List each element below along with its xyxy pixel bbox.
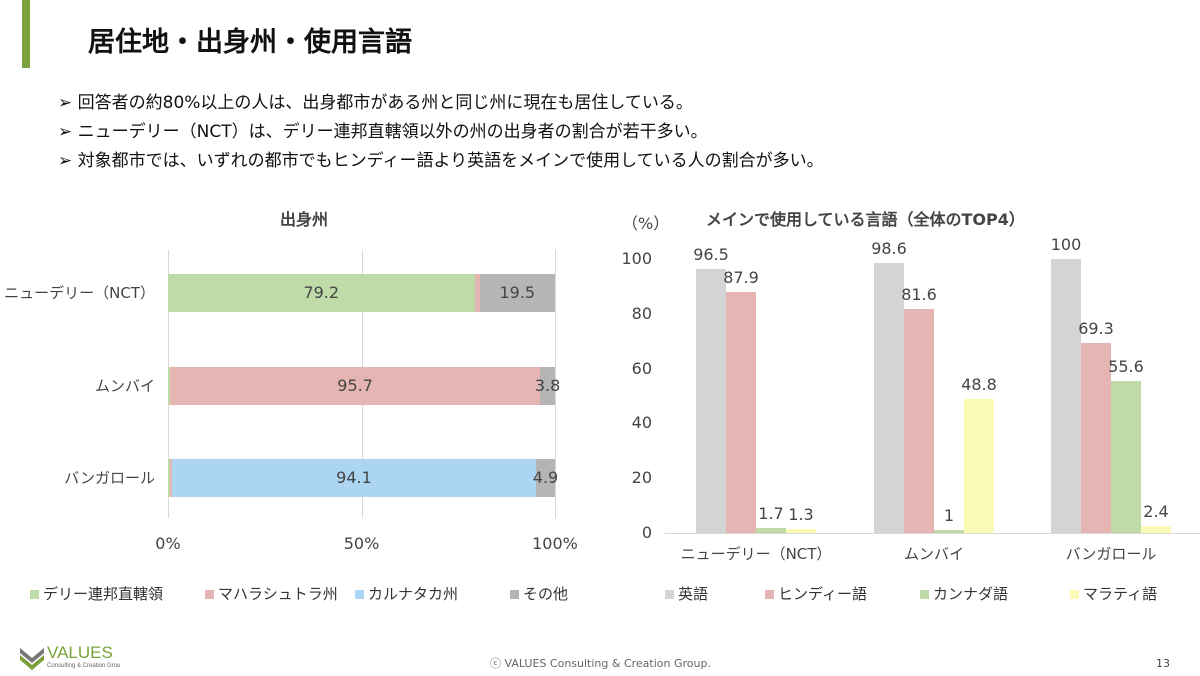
bar bbox=[1051, 259, 1081, 533]
bar-segment bbox=[169, 367, 541, 405]
data-label: 95.7 bbox=[337, 376, 373, 395]
data-label: 1 bbox=[943, 506, 955, 526]
y-tick-label: 60 bbox=[631, 358, 652, 378]
category-label: ニューデリー（NCT） bbox=[4, 284, 155, 302]
legend-item: その他 bbox=[510, 583, 568, 604]
bar bbox=[1081, 343, 1111, 533]
bullet-3: ➢ 対象都市では、いずれの都市でもヒンディー語より英語をメインで使用している人の… bbox=[58, 151, 824, 171]
x-tick-label: 0% bbox=[155, 534, 181, 553]
legend-swatch bbox=[765, 590, 774, 599]
bar-segment bbox=[168, 274, 475, 312]
bar-segment bbox=[169, 459, 172, 497]
legend-item: ヒンディー語 bbox=[765, 583, 867, 604]
legend-swatch bbox=[355, 590, 364, 599]
bar bbox=[756, 528, 786, 533]
legend-label: カルナタカ州 bbox=[368, 585, 459, 603]
bar-segment bbox=[536, 459, 555, 497]
bar-segment bbox=[479, 274, 555, 312]
data-label: 2.4 bbox=[1143, 502, 1169, 522]
svg-text:Consulting & Creation Group: Consulting & Creation Group bbox=[47, 663, 120, 669]
legend-label: カンナダ語 bbox=[933, 585, 1009, 603]
right-chart-title: メインで使用している言語（全体のTOP4） bbox=[706, 210, 1025, 229]
bar bbox=[696, 268, 726, 533]
x-tick-label: 100% bbox=[532, 534, 578, 553]
legend-item: デリー連邦直轄領 bbox=[30, 583, 163, 604]
legend-swatch bbox=[920, 590, 929, 599]
left-chart-title: 出身州 bbox=[280, 210, 329, 229]
category-label: ニューデリー（NCT） bbox=[680, 545, 832, 563]
data-label: 19.5 bbox=[499, 283, 536, 302]
bar bbox=[1111, 380, 1141, 533]
x-tick-label: 50% bbox=[343, 534, 380, 553]
bar bbox=[1141, 526, 1171, 533]
bar bbox=[726, 292, 756, 533]
legend-label: マラティ語 bbox=[1083, 585, 1158, 603]
y-axis-unit: （%） bbox=[622, 214, 670, 233]
copyright: ⓒ VALUES Consulting & Creation Group. bbox=[490, 657, 711, 670]
bar bbox=[964, 399, 994, 533]
y-tick-label: 100 bbox=[621, 249, 652, 268]
data-label: 100 bbox=[1050, 235, 1082, 254]
bar bbox=[786, 529, 816, 533]
gridline bbox=[665, 533, 1200, 534]
legend-item: 英語 bbox=[665, 583, 708, 604]
page-title: 居住地・出身州・使用言語 bbox=[88, 27, 412, 58]
data-label: 98.6 bbox=[871, 238, 907, 258]
bar-segment bbox=[540, 367, 555, 405]
data-label: 4.9 bbox=[532, 468, 559, 487]
gridline bbox=[555, 250, 556, 518]
data-label: 69.3 bbox=[1078, 319, 1114, 339]
data-label: 96.5 bbox=[693, 244, 729, 264]
legend-label: 英語 bbox=[678, 585, 709, 603]
data-label: 48.8 bbox=[961, 375, 997, 395]
legend-swatch bbox=[510, 590, 519, 599]
svg-text:VALUES: VALUES bbox=[47, 643, 113, 662]
legend-swatch bbox=[665, 590, 674, 599]
category-label: ムンバイ bbox=[94, 377, 155, 395]
bar-segment bbox=[171, 459, 537, 497]
category-label: バンガロール bbox=[1065, 545, 1157, 563]
title-accent-bar bbox=[22, 0, 30, 68]
category-label: バンガロール bbox=[64, 469, 155, 487]
legend-label: マハラシュトラ州 bbox=[218, 585, 338, 603]
legend-item: マハラシュトラ州 bbox=[205, 583, 338, 604]
bar-segment bbox=[474, 274, 480, 312]
values-logo: VALUES Consulting & Creation Group bbox=[20, 640, 124, 674]
y-tick-label: 80 bbox=[631, 303, 652, 323]
data-label: 55.6 bbox=[1108, 356, 1144, 376]
bar-segment bbox=[168, 459, 170, 497]
legend-swatch bbox=[205, 590, 214, 599]
legend-label: その他 bbox=[523, 585, 569, 603]
data-label: 87.9 bbox=[723, 268, 759, 288]
data-label: 79.2 bbox=[303, 283, 340, 302]
category-label: ムンバイ bbox=[903, 545, 964, 563]
legend-swatch bbox=[1070, 590, 1079, 599]
legend-swatch bbox=[30, 590, 39, 599]
page-number: 13 bbox=[1156, 657, 1170, 670]
data-label: 81.6 bbox=[901, 285, 937, 305]
gridline bbox=[665, 259, 1200, 260]
legend-label: ヒンディー語 bbox=[778, 585, 867, 603]
bullet-2: ➢ ニューデリー（NCT）は、デリー連邦直轄領以外の州の出身者の割合が若干多い。 bbox=[58, 122, 708, 142]
bar bbox=[874, 262, 904, 533]
data-label: 3.8 bbox=[534, 376, 561, 395]
data-label: 94.1 bbox=[336, 468, 372, 487]
bar bbox=[904, 309, 934, 533]
y-tick-label: 20 bbox=[631, 468, 652, 488]
y-tick-label: 0 bbox=[641, 523, 652, 542]
legend-item: カンナダ語 bbox=[920, 583, 1008, 604]
data-label: 1.7 bbox=[758, 504, 784, 524]
y-tick-label: 40 bbox=[631, 413, 652, 433]
bullet-1: ➢ 回答者の約80%以上の人は、出身都市がある州と同じ州に現在も居住している。 bbox=[58, 93, 693, 113]
legend-item: マラティ語 bbox=[1070, 583, 1157, 604]
bar bbox=[934, 530, 964, 533]
legend-item: カルナタカ州 bbox=[355, 583, 458, 604]
data-label: 1.3 bbox=[788, 505, 814, 525]
bar-segment bbox=[168, 367, 170, 405]
legend-label: デリー連邦直轄領 bbox=[43, 585, 164, 603]
